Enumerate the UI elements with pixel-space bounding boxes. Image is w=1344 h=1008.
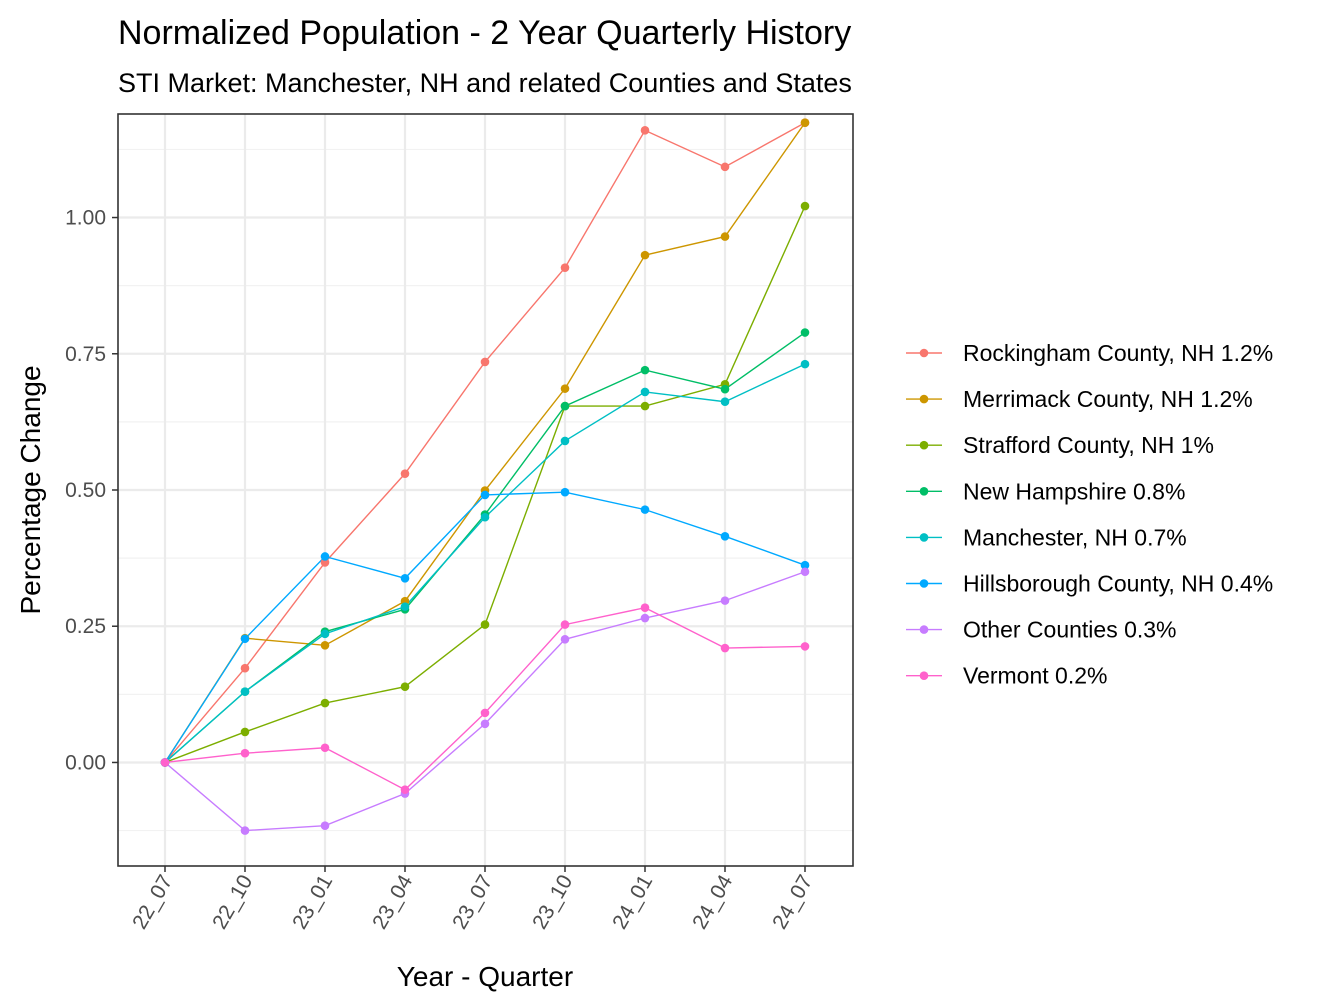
legend-label: Other Counties 0.3% <box>963 617 1177 643</box>
data-point <box>720 384 730 394</box>
legend-key-point <box>919 579 929 588</box>
data-point <box>320 641 330 650</box>
x-axis-title: Year - Quarter <box>397 961 573 992</box>
data-point <box>240 634 250 644</box>
legend-label: Merrimack County, NH 1.2% <box>963 386 1253 412</box>
data-point <box>640 401 650 411</box>
data-point <box>240 727 250 737</box>
data-point <box>480 708 490 718</box>
data-point <box>800 560 810 570</box>
y-tick-label: 0.50 <box>65 479 106 502</box>
legend-key-point <box>919 533 929 542</box>
y-tick-label: 1.00 <box>65 207 106 230</box>
data-point <box>400 573 410 583</box>
data-point <box>560 436 570 446</box>
data-point <box>640 505 650 514</box>
data-point <box>400 469 410 478</box>
data-point <box>240 663 250 673</box>
legend-label: Rockingham County, NH 1.2% <box>963 340 1273 366</box>
legend-key-point <box>919 487 929 496</box>
data-point <box>640 603 650 613</box>
x-tick-label: 23_04 <box>368 871 417 933</box>
chart-subtitle: STI Market: Manchester, NH and related C… <box>118 68 852 98</box>
legend-key-point <box>919 625 929 634</box>
data-point <box>480 512 490 522</box>
data-point <box>240 687 250 696</box>
data-point <box>240 748 250 758</box>
data-point <box>800 118 810 128</box>
legend-label: Manchester, NH 0.7% <box>963 524 1187 550</box>
legend-label: New Hampshire 0.8% <box>963 478 1185 504</box>
legend: Rockingham County, NH 1.2% Merrimack Coun… <box>906 340 1273 689</box>
x-tick-label: 24_04 <box>688 871 737 933</box>
data-point <box>800 359 810 369</box>
data-point <box>400 785 410 795</box>
legend-key-point <box>919 440 929 450</box>
x-tick-label: 23_01 <box>288 871 337 933</box>
data-point <box>320 558 330 567</box>
plot-area: 0.00 0.25 0.50 0.75 1.00 22_07 22_10 23_01 23_04… <box>65 113 854 933</box>
data-point <box>720 397 730 407</box>
y-tick-label: 0.25 <box>65 615 106 638</box>
y-axis-title: Percentage Change <box>15 365 46 614</box>
data-point <box>400 682 410 692</box>
y-tick-label: 0.00 <box>65 751 106 774</box>
data-point <box>560 263 570 272</box>
data-point <box>720 643 730 653</box>
x-tick-label: 22_07 <box>128 871 177 933</box>
data-point <box>400 602 410 611</box>
data-point <box>800 642 810 651</box>
data-point <box>480 719 490 729</box>
data-point <box>560 487 570 497</box>
data-point <box>560 635 570 644</box>
legend-key-point <box>919 671 929 680</box>
data-point <box>320 629 330 639</box>
x-tick-label: 22_10 <box>208 871 257 933</box>
data-point <box>640 387 650 397</box>
data-point <box>640 613 650 623</box>
x-tick-label: 24_07 <box>768 871 817 933</box>
data-point <box>320 698 330 708</box>
x-tick-label: 23_10 <box>528 871 577 933</box>
data-point <box>720 232 730 241</box>
data-point <box>720 596 730 605</box>
data-point <box>480 357 490 367</box>
data-point <box>800 201 810 211</box>
data-point <box>480 490 490 500</box>
data-point <box>560 620 570 629</box>
plot-panel-border <box>117 113 854 867</box>
data-point <box>640 365 650 375</box>
legend-key-point <box>919 348 929 358</box>
data-point <box>720 532 730 541</box>
y-tick-label: 0.75 <box>65 343 106 366</box>
data-point <box>560 401 570 411</box>
data-point <box>160 758 170 767</box>
x-tick-label: 24_01 <box>608 871 657 933</box>
data-point <box>800 328 810 337</box>
chart-title: Normalized Population - 2 Year Quarterly… <box>118 14 851 52</box>
data-point <box>320 552 330 561</box>
data-point <box>240 826 250 835</box>
legend-key-point <box>919 394 929 404</box>
data-point <box>480 620 490 629</box>
data-point <box>560 384 570 393</box>
x-tick-label: 23_07 <box>448 871 497 933</box>
data-point <box>320 821 330 830</box>
legend-label: Strafford County, NH 1% <box>963 432 1214 458</box>
data-point <box>640 250 650 260</box>
data-point <box>320 743 330 753</box>
data-point <box>800 567 810 577</box>
legend-label: Vermont 0.2% <box>963 663 1107 689</box>
legend-label: Hillsborough County, NH 0.4% <box>963 571 1273 597</box>
data-point <box>640 126 650 135</box>
data-point <box>720 162 730 172</box>
